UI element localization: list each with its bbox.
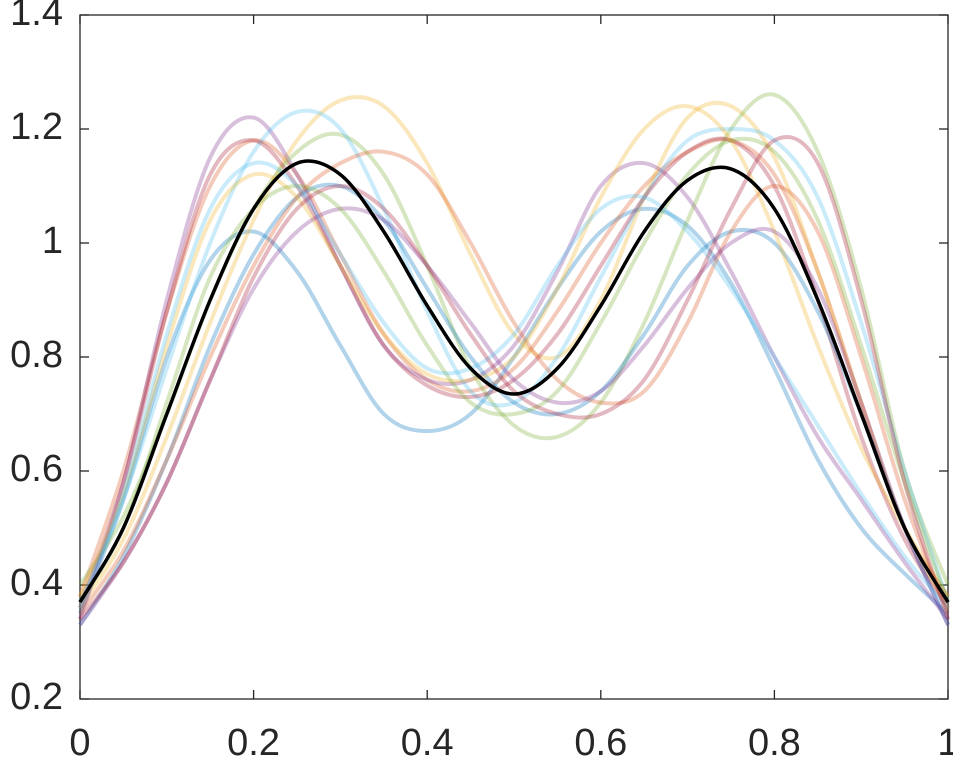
line-series [78, 136, 950, 604]
x-tick-label: 0.6 [574, 722, 627, 764]
line-series [78, 149, 950, 615]
line-series [78, 108, 950, 603]
line-series [78, 104, 950, 598]
y-tick-label: 1.4 [10, 0, 63, 34]
x-tick-label: 1 [937, 722, 953, 764]
line-series [78, 135, 950, 621]
y-tick-label: 1.2 [10, 106, 63, 148]
x-tick-label: 0.2 [227, 722, 280, 764]
y-tick-label: 0.8 [10, 334, 63, 376]
line-series [78, 137, 950, 598]
y-tick-label: 1 [42, 220, 63, 262]
x-tick-label: 0.8 [748, 722, 801, 764]
y-tick-label: 0.4 [10, 562, 63, 604]
x-tick-label: 0.4 [401, 722, 454, 764]
line-series [78, 115, 950, 621]
y-tick-label: 0.6 [10, 448, 63, 490]
plot-box [79, 14, 949, 700]
line-series [78, 182, 950, 626]
line-series [78, 206, 950, 627]
x-tick-label: 0 [69, 722, 90, 764]
line-series [78, 159, 950, 603]
line-series [78, 95, 950, 609]
y-tick-label: 0.2 [10, 676, 63, 718]
line-series [78, 160, 950, 610]
line-series [78, 206, 950, 615]
